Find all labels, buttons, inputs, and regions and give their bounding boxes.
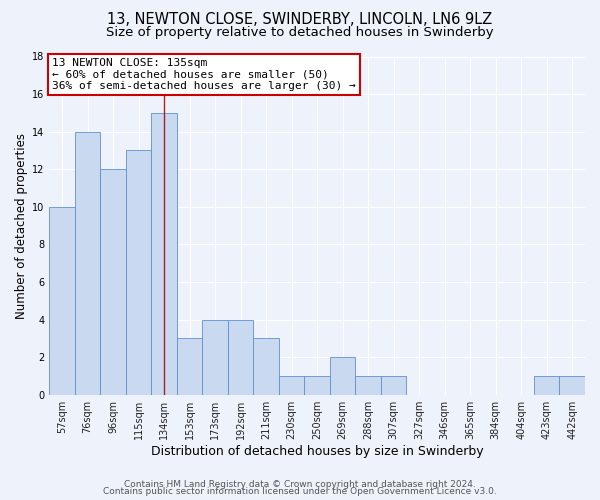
Text: Contains public sector information licensed under the Open Government Licence v3: Contains public sector information licen…	[103, 487, 497, 496]
Bar	[151, 113, 177, 394]
Bar	[279, 376, 304, 394]
Bar	[355, 376, 381, 394]
Bar	[202, 320, 228, 394]
Bar	[75, 132, 100, 394]
X-axis label: Distribution of detached houses by size in Swinderby: Distribution of detached houses by size …	[151, 444, 484, 458]
Bar	[100, 169, 126, 394]
Bar	[534, 376, 559, 394]
Bar	[330, 357, 355, 395]
Bar	[177, 338, 202, 394]
Text: 13 NEWTON CLOSE: 135sqm
← 60% of detached houses are smaller (50)
36% of semi-de: 13 NEWTON CLOSE: 135sqm ← 60% of detache…	[52, 58, 356, 92]
Bar	[126, 150, 151, 394]
Bar	[381, 376, 406, 394]
Bar	[559, 376, 585, 394]
Bar	[253, 338, 279, 394]
Bar	[49, 207, 75, 394]
Y-axis label: Number of detached properties: Number of detached properties	[15, 132, 28, 318]
Text: Contains HM Land Registry data © Crown copyright and database right 2024.: Contains HM Land Registry data © Crown c…	[124, 480, 476, 489]
Text: Size of property relative to detached houses in Swinderby: Size of property relative to detached ho…	[106, 26, 494, 39]
Bar	[228, 320, 253, 394]
Text: 13, NEWTON CLOSE, SWINDERBY, LINCOLN, LN6 9LZ: 13, NEWTON CLOSE, SWINDERBY, LINCOLN, LN…	[107, 12, 493, 28]
Bar	[304, 376, 330, 394]
